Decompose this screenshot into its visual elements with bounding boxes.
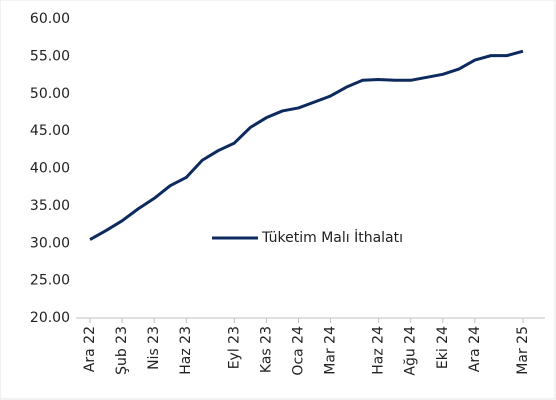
line-series bbox=[89, 49, 524, 241]
y-tick-label: 30.00 bbox=[30, 235, 70, 251]
x-tick-label: Ağu 24 bbox=[403, 326, 419, 376]
y-tick-label: 40.00 bbox=[30, 161, 70, 177]
x-tick-label: Kas 23 bbox=[258, 326, 274, 373]
y-tick-label: 50.00 bbox=[30, 86, 70, 102]
y-tick-label: 20.00 bbox=[30, 310, 70, 326]
x-tick-label: Ara 22 bbox=[82, 326, 98, 372]
x-tick-label: Ara 24 bbox=[467, 326, 483, 372]
y-tick-label: 25.00 bbox=[30, 273, 70, 289]
y-tick-label: 60.00 bbox=[30, 11, 70, 27]
x-tick-label: Mar 24 bbox=[323, 326, 339, 375]
y-tick-label: 55.00 bbox=[30, 48, 70, 64]
x-tick-label: Haz 23 bbox=[178, 326, 194, 375]
x-tick-label: Şub 23 bbox=[114, 326, 130, 375]
x-tick-label: Oca 24 bbox=[290, 326, 306, 376]
x-tick-label: Haz 24 bbox=[371, 326, 387, 375]
x-tick-label: Eyl 23 bbox=[226, 326, 242, 369]
y-tick-label: 45.00 bbox=[30, 123, 70, 139]
x-tick-label: Nis 23 bbox=[146, 326, 162, 370]
x-tick-label: Eki 24 bbox=[435, 326, 451, 369]
legend-label: Tüketim Malı İthalatı bbox=[261, 228, 403, 246]
y-tick-label: 35.00 bbox=[30, 198, 70, 214]
x-tick-label: Mar 25 bbox=[515, 326, 531, 375]
